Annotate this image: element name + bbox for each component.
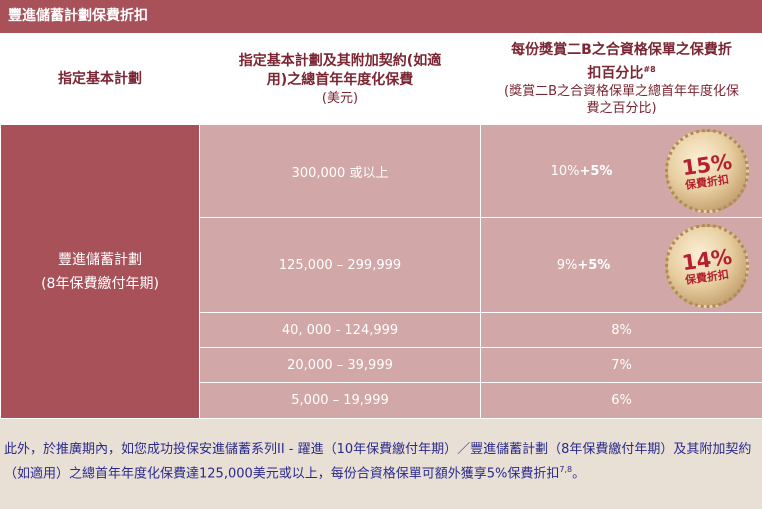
table-row-discount: 7% [480,347,762,383]
discount-table: 指定基本計劃 指定基本計劃及其附加契約(如適用)之總首年年度化保費 (美元) 每… [0,33,762,419]
discount-badge-icon: 14% 保費折扣 [665,224,749,308]
table-row-premium: 20,000 – 39,999 [199,347,481,383]
plan-name: 豐進儲蓄計劃 [58,251,142,268]
header-premium-unit: (美元) [321,90,359,106]
header-premium-label: 指定基本計劃及其附加契約(如適用)之總首年年度化保費 [238,52,442,88]
header-discount: 每份獎賞二B之合資格保單之保費折扣百分比#8 (獎賞二B之合資格保單之總首年年度… [480,33,762,125]
table-row-premium: 300,000 或以上 [199,124,481,218]
footer-sup: 7,8 [559,465,573,474]
header-plan-label: 指定基本計劃 [58,70,142,87]
header-discount-sup1: # [643,64,651,74]
header-premium: 指定基本計劃及其附加契約(如適用)之總首年年度化保費 (美元) [199,33,481,125]
header-plan: 指定基本計劃 [0,33,200,125]
footer-end: 。 [572,466,586,482]
table-row-premium: 125,000 – 299,999 [199,217,481,313]
discount-base: 9% [556,257,578,273]
discount-extra: +5% [577,257,611,273]
discount-extra: +5% [579,163,613,179]
discount-badge-icon: 15% 保費折扣 [665,129,749,213]
table-row-discount: 8% [480,312,762,348]
table-row-premium: 5,000 – 19,999 [199,382,481,419]
plan-cell: 豐進儲蓄計劃 (8年保費繳付年期) [0,124,200,419]
header-discount-sup2: 8 [650,64,656,74]
table-title: 豐進儲蓄計劃保費折扣 [0,0,762,33]
table-row-discount: 10%+5% 15% 保費折扣 [480,124,762,218]
footer-note: 此外，於推廣期內，如您成功投保安進儲蓄系列II - 躍進（10年保費繳付年期）／… [4,440,760,484]
header-discount-note: (獎賞二B之合資格保單之總首年年度化保費之百分比) [504,84,739,117]
table-row-discount: 6% [480,382,762,419]
footer-text: 此外，於推廣期內，如您成功投保安進儲蓄系列II - 躍進（10年保費繳付年期）／… [4,442,752,482]
header-discount-label: 每份獎賞二B之合資格保單之保費折扣百分比 [511,41,732,82]
table-row-discount: 9%+5% 14% 保費折扣 [480,217,762,313]
discount-base: 10% [550,163,580,179]
plan-term: (8年保費繳付年期) [41,275,159,292]
table-row-premium: 40, 000 - 124,999 [199,312,481,348]
